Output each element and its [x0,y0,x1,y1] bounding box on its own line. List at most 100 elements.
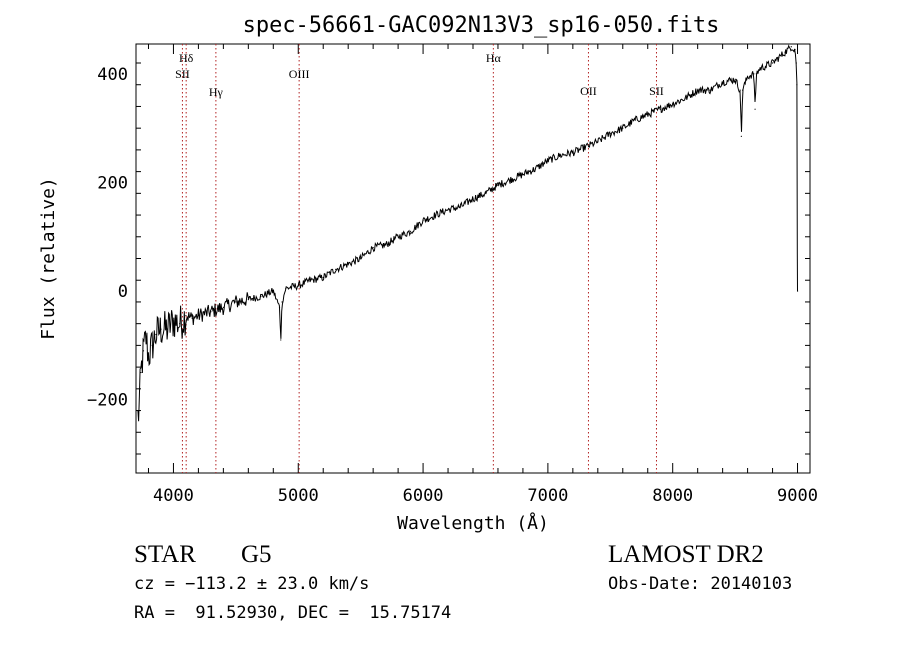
x-tick-label: 8000 [652,486,693,506]
x-tick-label: 7000 [527,486,568,506]
data-point [584,146,586,148]
data-point [659,108,661,110]
data-point [771,62,774,64]
data-point [547,160,549,162]
data-point [191,317,193,319]
data-point [372,247,374,249]
data-point [310,279,312,281]
data-point [151,344,153,346]
line-marker-label: Hγ [209,85,224,99]
line-marker-label: OII [580,84,597,98]
data-point [794,48,796,51]
data-point [778,56,780,59]
data-point [672,103,674,105]
object-class: STAR [134,541,196,568]
data-point [147,355,150,357]
data-point [360,257,362,260]
data-point [137,415,140,417]
chart-title: spec-56661-GAC092N13V3_sp16-050.fits [243,13,720,38]
data-point [285,287,287,289]
y-tick-label: 200 [97,173,128,193]
data-point [509,179,512,181]
data-point [172,320,175,322]
data-point [795,62,797,64]
data-point [140,371,142,374]
data-point [422,219,424,222]
line-marker-label: Hδ [179,51,194,65]
data-point [622,127,624,129]
data-point [434,214,437,216]
data-point [145,336,147,338]
data-point [796,84,798,86]
data-point [185,314,187,317]
plot-frame [135,43,811,474]
y-tick-label: 0 [118,282,128,302]
data-point [759,67,761,70]
data-point [166,328,168,330]
data-point [280,339,282,341]
data-point [653,111,655,113]
data-point [335,268,337,270]
data-point [734,78,736,80]
data-point [281,301,283,303]
spectrum-line [137,44,799,422]
data-point [197,314,200,317]
data-point [522,173,524,175]
data-point [179,323,181,325]
data-point [247,298,249,300]
line-marker-label: Hα [486,51,502,65]
data-point [397,236,399,238]
data-point [739,89,741,91]
data-point [385,244,387,246]
data-point [409,230,412,232]
x-tick-label: 9000 [777,486,818,506]
data-point [155,333,157,336]
data-point [322,276,324,279]
data-point [347,263,349,265]
data-point [559,154,561,156]
data-point [260,295,262,298]
data-point [222,306,224,308]
data-point [784,51,786,53]
data-point [278,306,281,308]
coordinates: RA = 91.52930, DEC = 15.75174 [134,603,452,623]
x-tick-label: 5000 [278,486,319,506]
line-marker-label: OIII [289,67,310,81]
data-point [754,108,756,110]
data-point [742,89,744,91]
y-axis-label: Flux (relative) [38,177,59,340]
line-marker-label: SII [649,84,664,98]
y-tick-label: −200 [87,391,128,411]
survey-label: LAMOST DR2 [608,541,764,568]
redshift-velocity: cz = −113.2 ± 23.0 km/s [134,574,370,594]
data-point [297,285,299,287]
data-point [472,198,474,200]
data-point [142,350,145,352]
data-point [647,113,649,116]
data-point [634,119,636,121]
data-point [160,328,162,330]
data-point [753,73,755,75]
data-point [755,73,757,75]
data-point [572,152,574,154]
data-point [272,290,274,292]
data-point [790,46,792,48]
data-point [746,75,749,78]
data-point [709,89,711,91]
data-point [534,168,537,170]
x-tick-label: 4000 [153,486,194,506]
object-subclass: G5 [241,541,272,568]
obs-date: Obs-Date: 20140103 [608,574,793,594]
y-tick-label: 400 [97,65,128,85]
data-point [722,81,724,83]
data-point [210,311,212,313]
x-axis-label: Wavelength (Å) [397,512,549,534]
data-point [597,141,599,143]
x-tick-label: 6000 [403,486,444,506]
data-point [447,209,449,211]
data-point [484,192,487,194]
line-marker-label: SII [175,67,190,81]
data-point [497,184,499,186]
